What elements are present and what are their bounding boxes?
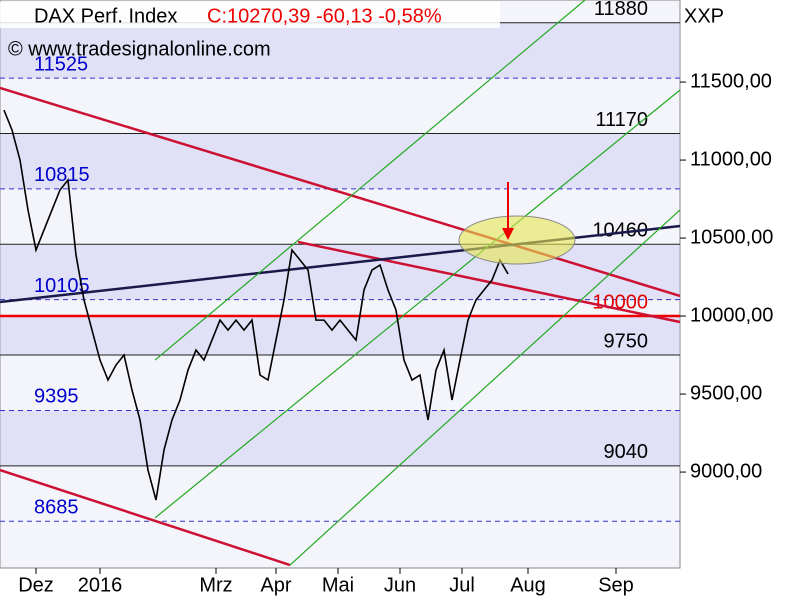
chart-subtitle: C:10270,39 -60,13 -0,58% [207,5,442,27]
x-tick-label: Aug [510,574,546,596]
y-tick-label: 10000,00 [690,304,773,326]
level-label: 11880 [594,0,648,20]
level-band [0,410,680,466]
level-band [0,22,680,79]
y-tick-label: 10500,00 [690,226,773,248]
trend-line [154,0,586,361]
level-label: 11525 [34,53,88,75]
level-band [0,316,680,356]
y-tick-label: 11000,00 [690,148,772,170]
x-tick-label: Sep [598,574,634,596]
x-tick-label: Apr [260,574,291,596]
x-tick-label: Dez [18,574,54,596]
copyright: © www.tradesignalonline.com [8,38,271,60]
level-label: 9750 [604,330,649,352]
x-tick-label: 2016 [78,574,123,596]
trend-line [289,209,681,566]
level-band [0,133,680,189]
level-label: 11170 [595,109,648,131]
y-tick-label: 11500,00 [690,70,772,92]
level-label: 8685 [34,496,79,518]
plot-area [0,0,681,569]
level-label: 10815 [34,164,90,186]
level-label: 9395 [34,386,79,408]
level-label: 10000 [592,291,648,313]
level-label: 9040 [604,441,649,463]
highlight-ellipse [458,215,576,265]
y-tick-label: 9000,00 [690,460,762,482]
x-tick-label: Jul [449,574,475,596]
header-bg [0,2,500,28]
trend-line [0,468,291,567]
trend-line [297,240,681,324]
trend-line [0,86,681,298]
price-line [3,109,509,501]
axis-label: XXP [684,5,724,27]
trend-line [154,89,681,519]
y-tick-label: 9500,00 [690,382,762,404]
level-label: 10105 [34,275,90,297]
x-tick-label: Jun [384,574,416,596]
level-label: 10460 [592,220,648,242]
x-tick-label: Mai [322,574,354,596]
chart-title: DAX Perf. Index [34,5,177,27]
arrow-head [502,228,514,240]
x-tick-label: Mrz [199,574,232,596]
